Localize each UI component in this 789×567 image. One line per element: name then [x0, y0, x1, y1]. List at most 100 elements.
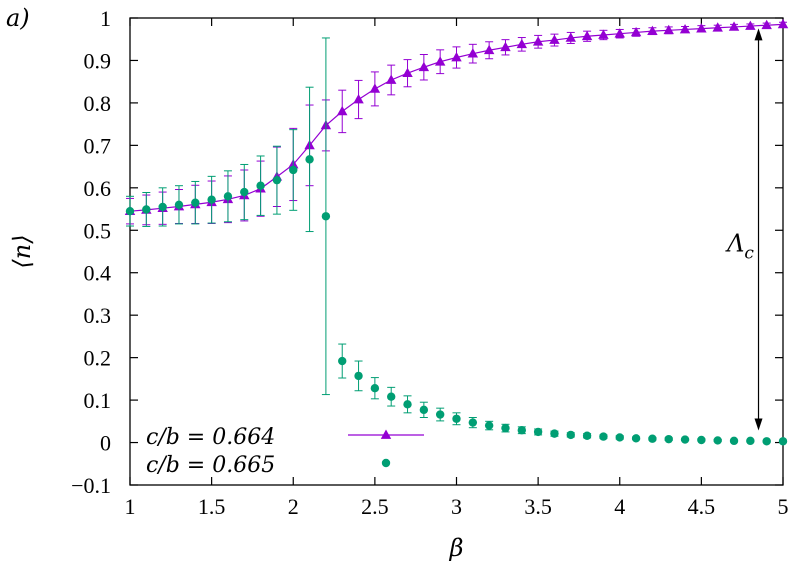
data-point: [761, 19, 772, 30]
data-point: [370, 384, 380, 393]
data-point: [272, 175, 282, 185]
x-tick-label: 4: [614, 494, 625, 519]
x-tick-label: 2.5: [361, 494, 389, 519]
data-point: [452, 414, 461, 423]
data-point: [418, 61, 430, 72]
data-point: [615, 433, 624, 442]
data-point: [483, 44, 495, 55]
data-point: [501, 423, 510, 433]
x-tick-label: 1: [125, 494, 136, 519]
data-point: [697, 435, 706, 445]
y-ticks: −0.1 0 0.1 0.2 0.3 0.4 0.5 0.6 0.7 0.8 0.9 1: [71, 6, 783, 498]
axes: 1 1.5 2 2.5 3 3.5 4 4.5 5 −0.1 0 0.1 0.2 0.3 0.4 0.5 0.…: [71, 6, 788, 519]
y-tick-label: 0.2: [84, 346, 112, 371]
data-point: [305, 155, 314, 164]
data-point: [664, 434, 673, 444]
data-point: [451, 51, 462, 62]
data-point: [549, 34, 560, 44]
data-point: [354, 371, 363, 381]
data-point: [387, 392, 396, 401]
y-tick-label: 0.7: [84, 133, 112, 158]
data-point: [289, 165, 298, 175]
data-point: [778, 437, 788, 446]
data-point: [500, 41, 511, 52]
data-point: [434, 56, 446, 66]
data-point: [745, 20, 756, 30]
data-point: [777, 18, 789, 29]
data-point: [550, 429, 559, 438]
lambda-c-arrowhead-bottom: [754, 418, 763, 431]
data-point: [402, 67, 413, 78]
data-point: [614, 28, 625, 38]
data-point: [696, 23, 707, 33]
x-tick-label: 1.5: [198, 494, 226, 519]
y-tick-label: 0.9: [84, 48, 112, 73]
data-point: [729, 436, 739, 446]
data-point: [532, 36, 544, 46]
data-point: [353, 94, 364, 104]
data-point: [566, 430, 575, 440]
data-point: [648, 434, 657, 443]
data-point: [403, 400, 412, 409]
data-point: [385, 74, 397, 84]
legend-marker-1: [381, 458, 391, 468]
y-tick-label: 0: [100, 431, 111, 456]
data-point: [369, 83, 381, 93]
x-tick-label: 5: [778, 494, 789, 519]
data-point: [663, 24, 674, 35]
lambda-c-annotation: Λc: [725, 28, 763, 431]
data-point: [516, 38, 528, 49]
lambda-c-symbol: Λ: [725, 229, 744, 257]
x-tick-label: 3.5: [524, 494, 552, 519]
x-axis-title: β: [449, 534, 464, 562]
data-point: [240, 187, 249, 197]
data-point: [582, 431, 592, 440]
legend-label-1: c/b = 0.665: [146, 453, 275, 478]
data-point: [256, 181, 265, 190]
data-point: [337, 105, 348, 116]
data-point: [517, 426, 526, 435]
data-point: [680, 435, 690, 444]
legend: c/b = 0.664 c/b = 0.665: [146, 425, 424, 478]
data-point: [598, 29, 609, 39]
data-point: [631, 434, 641, 443]
y-axis-title: ⟨n⟩: [8, 234, 36, 268]
data-point: [565, 32, 576, 42]
x-tick-label: 4.5: [688, 494, 716, 519]
y-tick-label: 0.8: [84, 91, 112, 116]
y-tick-label: 0.4: [84, 261, 112, 286]
data-point: [713, 436, 722, 445]
data-point: [484, 421, 494, 430]
y-tick-label: 1: [100, 6, 111, 31]
data-point: [419, 405, 429, 415]
data-point: [321, 212, 331, 221]
data-point: [581, 30, 593, 41]
lambda-c-label: Λc: [725, 229, 754, 263]
y-tick-label: 0.6: [84, 176, 112, 201]
legend-marker-0: [380, 429, 392, 439]
panel-label: a): [6, 4, 30, 32]
data-point: [679, 23, 691, 34]
data-point: [599, 432, 608, 441]
data-point: [630, 26, 642, 37]
y-tick-label: 0.5: [84, 218, 112, 243]
data-point: [533, 427, 543, 437]
series-0: [124, 18, 789, 226]
data-point: [158, 202, 167, 212]
series-layer: [124, 18, 789, 446]
data-point: [338, 356, 347, 366]
lambda-c-subscript: c: [744, 243, 754, 263]
series-1: [125, 37, 788, 446]
data-point: [762, 437, 771, 446]
data-point: [142, 205, 151, 214]
data-point: [174, 200, 184, 209]
data-point: [125, 206, 135, 216]
data-point: [207, 195, 216, 204]
data-point: [467, 48, 479, 58]
data-point: [435, 410, 445, 419]
data-point: [223, 192, 233, 201]
y-tick-label: −0.1: [71, 473, 111, 498]
legend-label-0: c/b = 0.664: [146, 425, 275, 450]
x-ticks: 1 1.5 2 2.5 3 3.5 4 4.5 5: [125, 18, 789, 519]
